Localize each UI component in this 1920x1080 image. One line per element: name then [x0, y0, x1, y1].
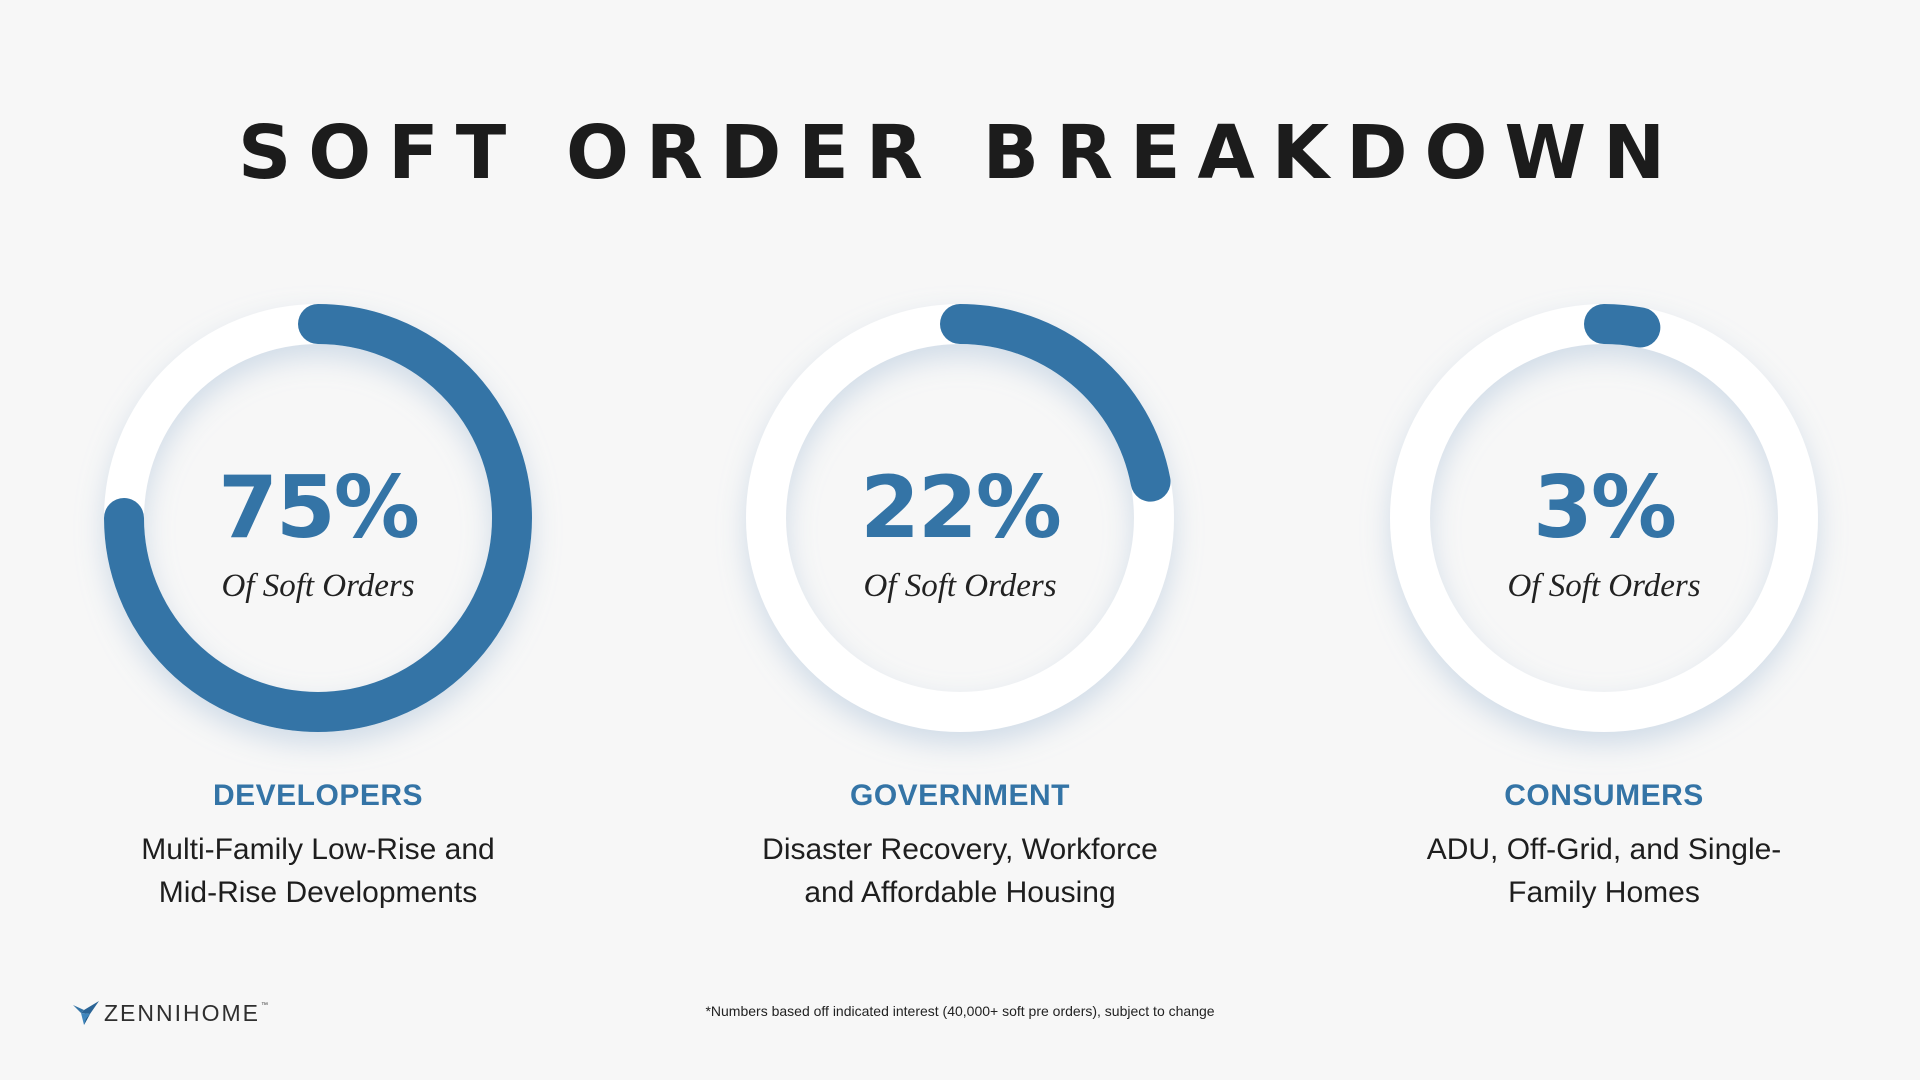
percent-value: 3%	[1532, 458, 1677, 558]
donut-ring	[1384, 298, 1824, 738]
logo-wordmark: ZENNIHOME	[104, 999, 260, 1026]
description-line: Multi-Family Low-Rise and	[141, 833, 495, 866]
bird-logo-icon	[73, 1001, 99, 1025]
donut-svg	[104, 304, 532, 732]
ring-arc	[940, 304, 1171, 502]
description-line: ADU, Off-Grid, and Single-	[1426, 833, 1782, 866]
description-line: Mid-Rise Developments	[158, 876, 478, 909]
zennihome-logo: ZENNIHOME ™	[72, 996, 268, 1030]
percent-caption: Of Soft Orders	[863, 568, 1057, 604]
percent-value: 22%	[860, 458, 1062, 558]
donut-svg	[1390, 304, 1818, 732]
donut-ring	[98, 298, 538, 738]
description-line: Disaster Recovery, Workforce	[762, 833, 1158, 866]
category-label: DEVELOPERS	[212, 779, 424, 812]
ring-arc	[1584, 304, 1661, 348]
donut-ring	[740, 298, 1180, 738]
percent-caption: Of Soft Orders	[221, 568, 415, 604]
page-title: SOFT ORDER BREAKDOWN	[237, 110, 1683, 196]
percent-caption: Of Soft Orders	[1507, 568, 1701, 604]
category-label: GOVERNMENT	[849, 779, 1070, 812]
donut-svg	[746, 304, 1174, 732]
category-description: Disaster Recovery, Workforce and Afforda…	[740, 828, 1180, 914]
description-line: and Affordable Housing	[804, 876, 1116, 909]
percent-value: 75%	[218, 458, 420, 558]
footnote: *Numbers based off indicated interest (4…	[705, 1003, 1215, 1019]
category-label: CONSUMERS	[1504, 779, 1704, 812]
description-line: Family Homes	[1508, 876, 1700, 909]
trademark-symbol: ™	[261, 1002, 268, 1009]
category-description: ADU, Off-Grid, and Single- Family Homes	[1384, 828, 1824, 914]
category-description: Multi-Family Low-Rise and Mid-Rise Devel…	[98, 828, 538, 914]
ring-arc	[104, 304, 532, 732]
